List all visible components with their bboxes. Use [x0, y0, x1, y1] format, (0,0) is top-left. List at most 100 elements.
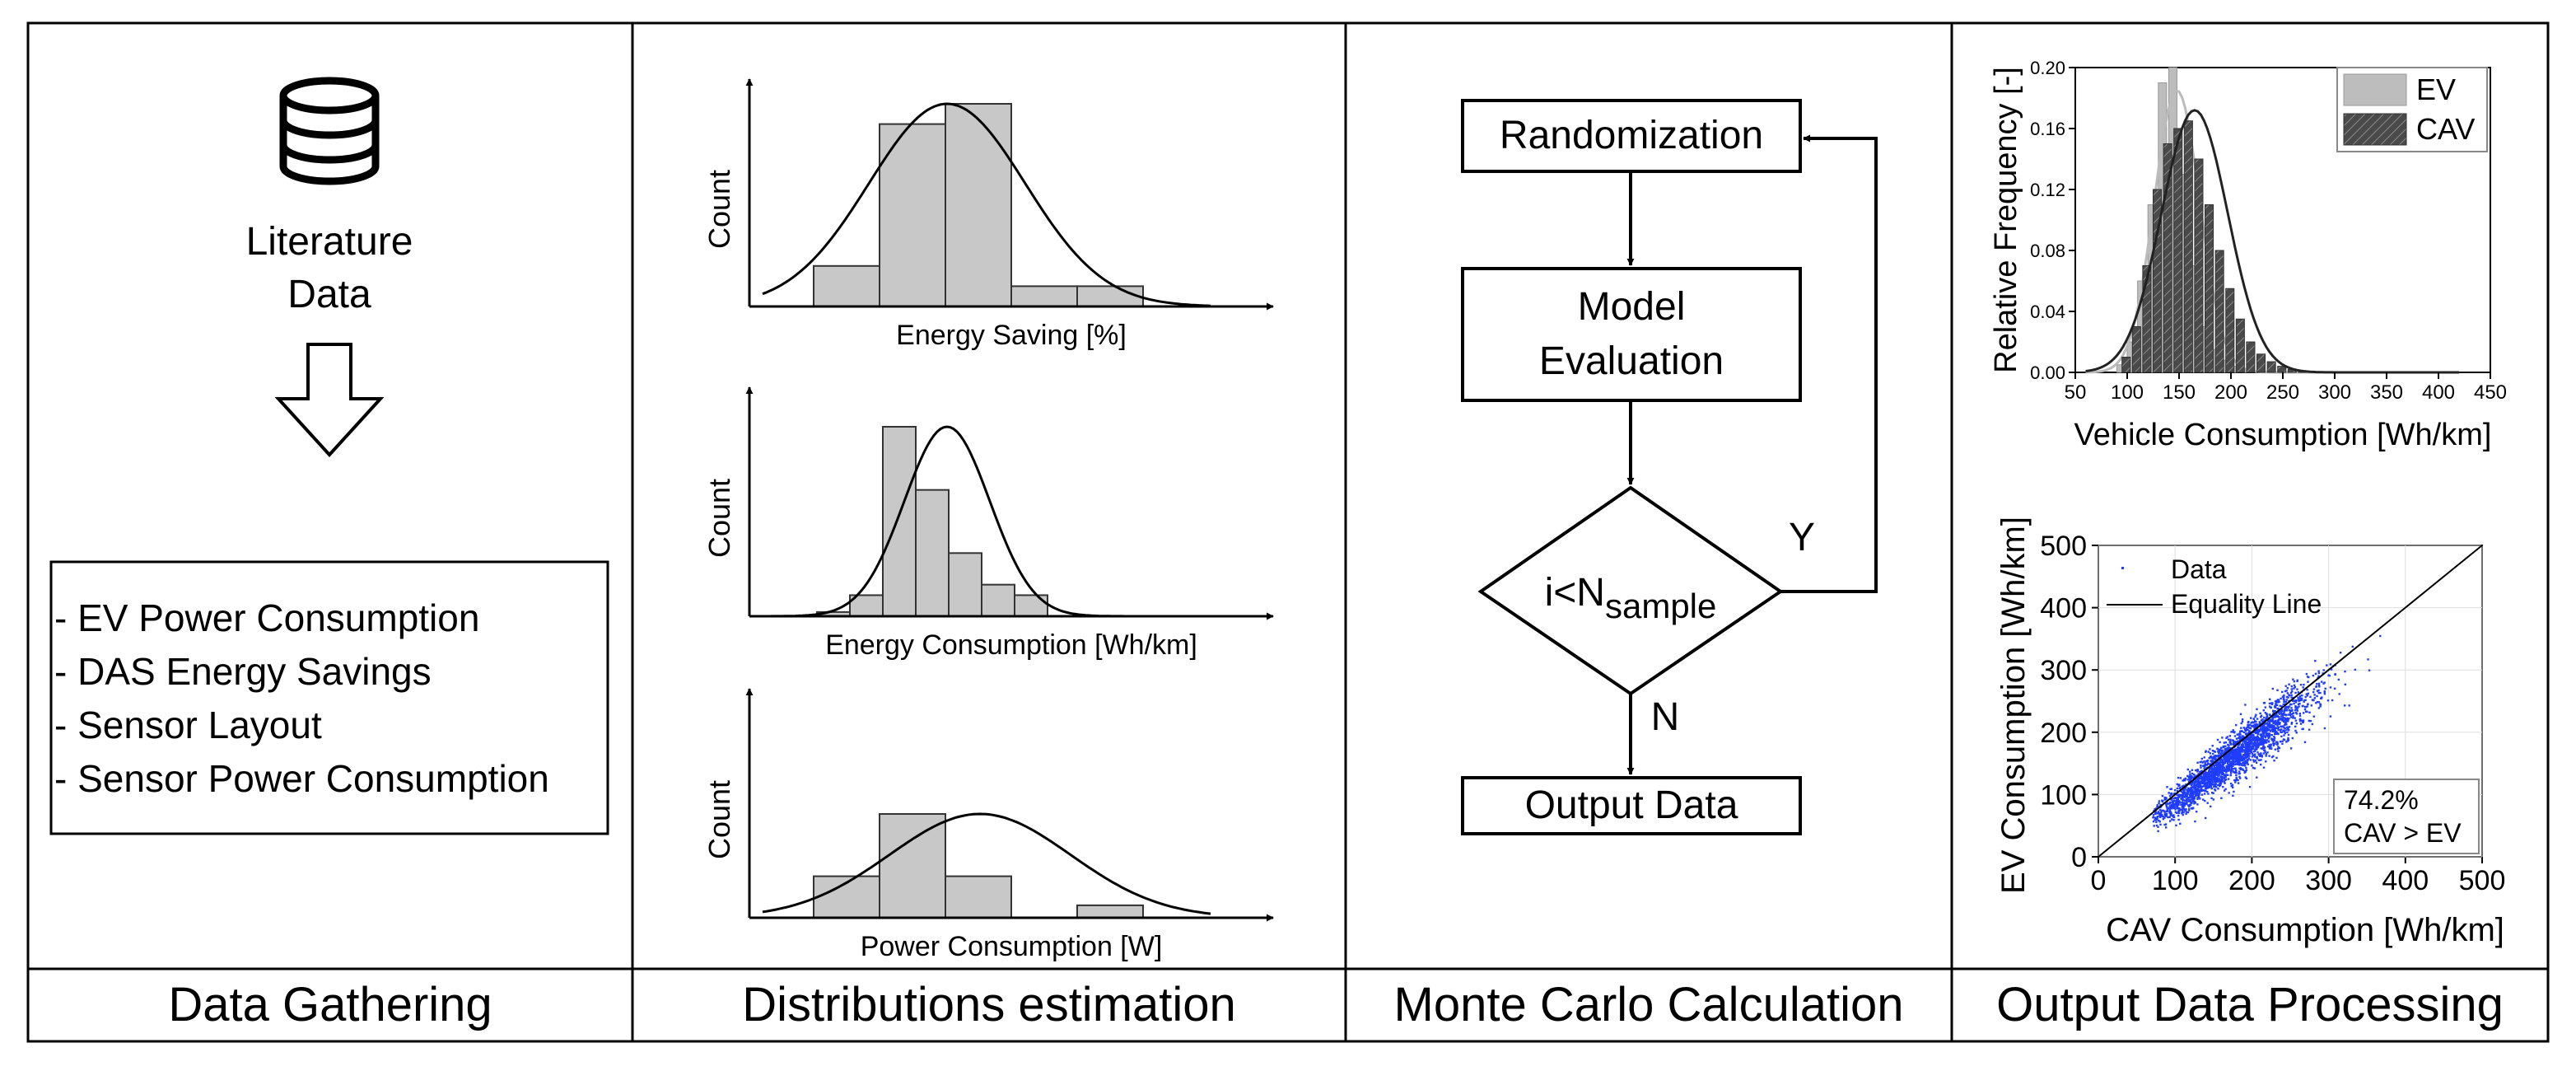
scatter-point [2201, 779, 2204, 781]
fit-curve [762, 102, 1211, 307]
scatter-point [2291, 690, 2294, 693]
scatter-point [2260, 759, 2262, 761]
scatter-point [2167, 816, 2169, 819]
chart-ylabel: Relative Frequency [-] [1989, 67, 2023, 373]
scatter-point [2230, 785, 2233, 788]
scatter-point [2268, 744, 2270, 746]
scatter-point [2237, 743, 2239, 746]
literature-line1: Literature [245, 220, 413, 264]
scatter-point [2296, 709, 2298, 712]
scatter-point [2263, 730, 2266, 732]
histogram-bar [813, 264, 880, 307]
scatter-point [2189, 789, 2192, 792]
scatter-point [2283, 734, 2285, 737]
scatter-point [2219, 784, 2221, 788]
scatter-point [2247, 746, 2251, 748]
scatter-point [2186, 768, 2189, 771]
scatter-point [2162, 818, 2164, 821]
scatter-point [2275, 723, 2277, 726]
scatter-point [2262, 741, 2265, 743]
scatter-point [2305, 710, 2308, 713]
scatter-point [2277, 721, 2280, 723]
scatter-point [2298, 714, 2302, 717]
scatter-point [2274, 719, 2276, 723]
scatter-point [2268, 702, 2271, 705]
scatter-point [2168, 795, 2172, 797]
scatter-point [2261, 736, 2265, 738]
scatter-point [2224, 788, 2227, 790]
scatter-point [2200, 788, 2202, 791]
scatter-point [2266, 723, 2269, 727]
scatter-point [2220, 778, 2224, 780]
scatter-point [2199, 775, 2202, 778]
scatter-point [2197, 795, 2200, 797]
scatter-point [2242, 727, 2245, 729]
scatter-point [2244, 770, 2247, 773]
scatter-point [2179, 808, 2182, 811]
histogram-bar [879, 813, 946, 919]
scatter-point [2262, 743, 2265, 746]
scatter-point [2211, 745, 2214, 747]
scatter-point [2155, 821, 2158, 823]
scatter-point [2196, 769, 2199, 771]
scatter-point [2277, 711, 2280, 713]
histogram-bar [2205, 204, 2214, 373]
scatter-point [2267, 719, 2270, 723]
scatter-point [2258, 737, 2261, 740]
scatter-point [2273, 729, 2275, 732]
scatter-point [2231, 755, 2234, 758]
scatter-point [2282, 717, 2285, 719]
output-data-label: Output Data [1524, 783, 1738, 827]
scatter-point [2187, 780, 2191, 783]
scatter-point [2191, 797, 2193, 801]
scatter-point [2202, 765, 2205, 767]
scatter-point [2161, 814, 2163, 816]
x-tick-label: 200 [2228, 865, 2275, 896]
scatter-point [2307, 680, 2309, 683]
scatter-point [2154, 816, 2157, 819]
scatter-point [2179, 777, 2182, 779]
scatter-point [2258, 759, 2261, 761]
scatter-point [2169, 820, 2172, 822]
scatter-point [2233, 735, 2237, 737]
scatter-point [2298, 699, 2302, 702]
scatter-point [2260, 747, 2262, 750]
scatter-point [2228, 741, 2232, 744]
scatter-point [2211, 769, 2214, 773]
scatter-point [2223, 780, 2226, 783]
scatter-point [2252, 744, 2254, 746]
scatter-point [2278, 710, 2281, 713]
scatter-point [2223, 774, 2226, 777]
scatter-point [2221, 752, 2224, 755]
scatter-point [2228, 768, 2230, 771]
y-tick-label: 100 [2040, 779, 2087, 811]
database-icon [279, 77, 380, 185]
scatter-point [2163, 798, 2166, 801]
scatter-point [2274, 742, 2276, 745]
scatter-point [2291, 709, 2294, 712]
scatter-point [2168, 792, 2170, 794]
scatter-point [2238, 764, 2241, 766]
scatter-point [2221, 769, 2224, 771]
scatter-point [2248, 740, 2251, 742]
frame [26, 21, 2550, 1043]
scatter-point [2163, 796, 2166, 799]
y-tick-label: 300 [2040, 655, 2087, 686]
scatter-point [2233, 754, 2235, 757]
scatter-point [2331, 699, 2334, 702]
scatter-point [2156, 818, 2158, 821]
scatter-point [2300, 699, 2303, 701]
scatter-point [2228, 792, 2230, 794]
scatter-point [2287, 713, 2289, 716]
scatter-point [2246, 749, 2249, 751]
scatter-point [2284, 732, 2286, 735]
scatter-point [2245, 743, 2247, 746]
scatter-point [2177, 801, 2180, 804]
scatter-point [2217, 751, 2219, 753]
scatter-point [2312, 715, 2315, 718]
list-item: - DAS Energy Savings [54, 650, 432, 693]
scatter-point [2300, 719, 2303, 722]
scatter-point [2165, 814, 2168, 816]
scatter-point [2290, 722, 2294, 724]
scatter-point [2248, 730, 2251, 732]
